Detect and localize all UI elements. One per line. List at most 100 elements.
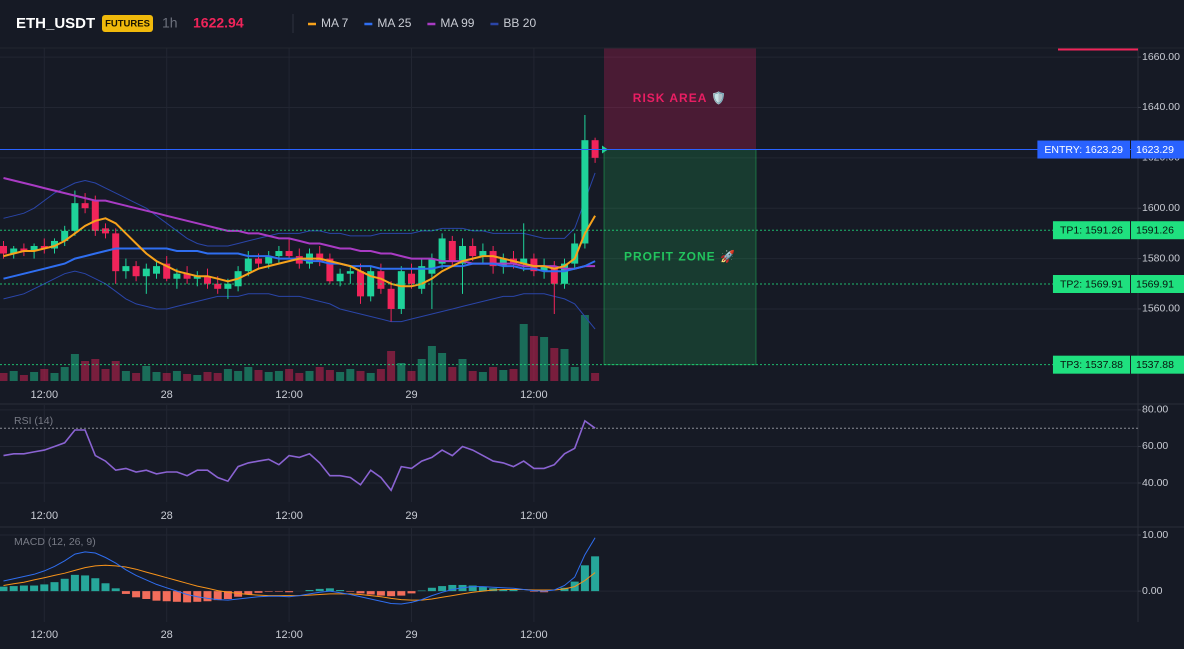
- candle-body: [61, 230, 69, 241]
- y-tick-label: 1660.00: [1142, 51, 1180, 63]
- volume-bar: [540, 337, 549, 381]
- macd-histogram-bar: [580, 565, 589, 592]
- x-tick-label: 28: [161, 510, 173, 522]
- level-label: ENTRY: 1623.29: [1044, 144, 1123, 156]
- volume-bar: [529, 336, 538, 381]
- y-tick-label: 1640.00: [1142, 101, 1180, 113]
- risk-zone: [604, 48, 756, 150]
- macd-histogram-bar: [50, 582, 59, 592]
- candle-body: [316, 253, 324, 262]
- macd-histogram-bar: [376, 591, 385, 596]
- volume-bar: [203, 372, 212, 381]
- x-tick-label: 12:00: [31, 510, 59, 522]
- volume-bar: [478, 372, 487, 381]
- last-price: 1622.94: [193, 15, 244, 31]
- candle-body: [591, 140, 599, 158]
- macd-histogram-bar: [91, 578, 100, 592]
- macd-histogram-bar: [438, 586, 447, 592]
- candle-body: [499, 258, 507, 267]
- candle-body: [448, 240, 456, 262]
- y-tick-label: 80.00: [1142, 404, 1168, 416]
- volume-bar: [346, 369, 355, 381]
- volume-bar: [376, 369, 385, 381]
- macd-histogram-bar: [499, 589, 508, 592]
- macd-histogram-bar: [264, 591, 273, 592]
- macd-histogram-bar: [70, 574, 79, 592]
- profit-zone-label: PROFIT ZONE 🚀: [624, 249, 736, 263]
- volume-bar: [9, 371, 18, 381]
- candle-body: [173, 273, 181, 279]
- macd-histogram-bar: [162, 591, 171, 602]
- badge-bg: [102, 15, 153, 32]
- macd-title: MACD (12, 26, 9): [14, 536, 96, 548]
- candle-body: [20, 248, 28, 252]
- y-tick-label: 0.00: [1142, 585, 1163, 597]
- volume-bar: [91, 359, 100, 381]
- macd-line: [3, 537, 596, 605]
- volume-bar: [142, 366, 151, 381]
- candle-body: [193, 276, 201, 279]
- macd-histogram-bar: [478, 586, 487, 592]
- legend-label: BB 20: [503, 16, 536, 30]
- volume-bar: [132, 373, 141, 381]
- macd-histogram-bar: [356, 591, 365, 594]
- candle-body: [204, 276, 211, 284]
- candle-body: [285, 251, 293, 257]
- y-tick-label: 1600.00: [1142, 202, 1180, 214]
- macd-histogram-bar: [152, 591, 161, 601]
- candle-body: [571, 243, 579, 264]
- profit-zone: [603, 149, 757, 366]
- candle-body: [51, 240, 58, 249]
- candle-body: [479, 251, 487, 257]
- level-axis-label: 1591.26: [1136, 224, 1174, 236]
- macd-histogram-bar: [315, 588, 324, 592]
- volume-bar: [121, 371, 130, 381]
- volume-bar: [40, 369, 49, 381]
- volume-bar: [244, 367, 253, 381]
- macd-histogram-bar: [101, 583, 110, 592]
- volume-bar: [509, 369, 518, 381]
- candle-body: [397, 271, 405, 309]
- macd-histogram-bar: [40, 584, 49, 592]
- volume-bar: [336, 372, 345, 381]
- volume-bar: [162, 373, 171, 381]
- macd-histogram-bar: [172, 591, 181, 602]
- macd-histogram-bar: [81, 575, 90, 592]
- macd-histogram-bar: [203, 591, 212, 602]
- volume-bar: [315, 367, 324, 381]
- volume-bar: [264, 372, 273, 381]
- rsi-title: RSI (14): [14, 415, 53, 427]
- macd-histogram-bar: [9, 586, 18, 592]
- legend-label: MA 25: [377, 16, 411, 30]
- candle-body: [153, 266, 160, 274]
- volume-bar: [325, 370, 334, 381]
- macd-histogram-bar: [285, 591, 294, 593]
- volume-bar: [458, 359, 467, 381]
- bb-lower: [3, 270, 596, 330]
- back-layer: [0, 48, 1138, 622]
- candle-body: [530, 258, 538, 272]
- macd-histogram-bar: [427, 587, 436, 592]
- volume-bar: [193, 375, 202, 381]
- volume-bar: [81, 361, 90, 381]
- macd-histogram-bar: [325, 588, 334, 592]
- macd-histogram-bar: [30, 585, 39, 592]
- volume-bar: [438, 353, 447, 381]
- candle-body: [224, 283, 232, 289]
- volume-bar: [295, 373, 304, 381]
- y-tick-label: 60.00: [1142, 440, 1168, 452]
- candle-body: [346, 271, 354, 274]
- volume-bar: [254, 370, 263, 381]
- macd-histogram-bar: [142, 591, 151, 599]
- volume-bar: [427, 346, 436, 381]
- level-axis-label: 1623.29: [1136, 144, 1174, 156]
- macd-histogram-bar: [234, 591, 243, 597]
- candle-body: [71, 203, 79, 231]
- level-label-bg: [1037, 140, 1130, 159]
- candle-body: [163, 263, 171, 279]
- x-tick-label: 29: [405, 510, 417, 522]
- candle-body: [40, 245, 48, 249]
- candle-body: [428, 258, 436, 274]
- x-tick-label: 12:00: [520, 629, 548, 641]
